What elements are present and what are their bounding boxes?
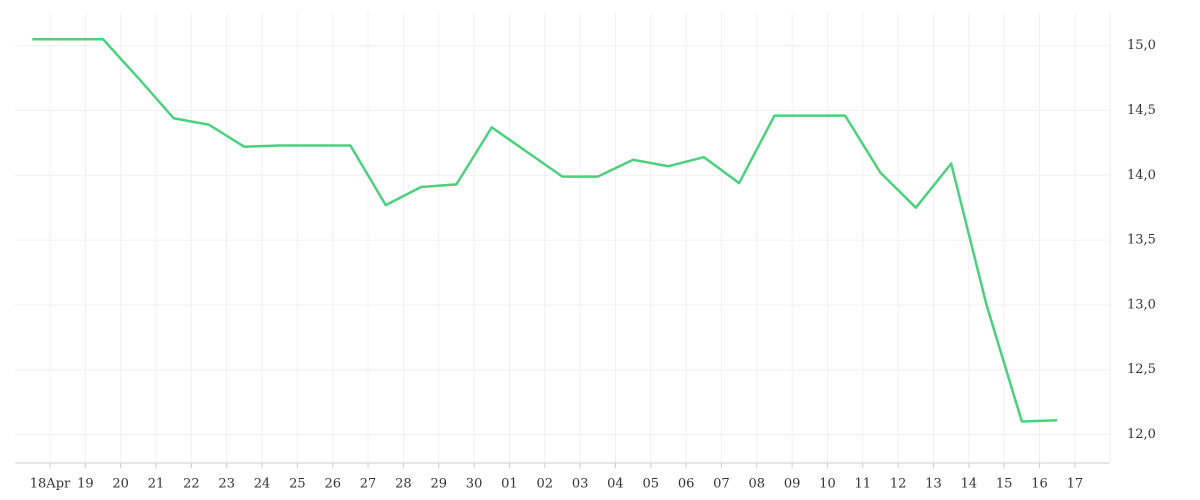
y-tick-label: 13,5 — [1127, 233, 1156, 248]
x-tick-label: 01 — [501, 477, 518, 492]
x-tick-label: 14 — [961, 477, 978, 492]
x-tick-label: 18Apr — [30, 477, 71, 492]
x-tick-label: 13 — [925, 477, 942, 492]
x-tick-label: 30 — [466, 477, 483, 492]
x-tick-label: 21 — [148, 477, 165, 492]
y-tick-label: 13,0 — [1127, 297, 1156, 312]
x-tick-label: 29 — [430, 477, 447, 492]
y-tick-label: 12,5 — [1127, 362, 1156, 377]
x-tick-label: 10 — [819, 477, 836, 492]
x-tick-label: 23 — [218, 477, 235, 492]
x-tick-label: 02 — [536, 477, 553, 492]
y-tick-label: 12,0 — [1127, 427, 1156, 442]
x-tick-label: 11 — [855, 477, 872, 492]
x-tick-label: 17 — [1067, 477, 1084, 492]
x-tick-label: 06 — [678, 477, 695, 492]
y-tick-label: 15,0 — [1127, 38, 1156, 53]
x-tick-label: 25 — [289, 477, 306, 492]
x-tick-label: 27 — [360, 477, 377, 492]
x-tick-label: 26 — [324, 477, 341, 492]
x-tick-label: 08 — [749, 477, 766, 492]
x-tick-label: 15 — [996, 477, 1013, 492]
y-tick-label: 14,5 — [1127, 103, 1156, 118]
x-tick-label: 28 — [395, 477, 412, 492]
x-tick-label: 24 — [254, 477, 271, 492]
x-tick-label: 19 — [77, 477, 94, 492]
x-tick-label: 05 — [643, 477, 660, 492]
x-tick-label: 03 — [572, 477, 589, 492]
x-tick-label: 09 — [784, 477, 801, 492]
x-tick-label: 07 — [713, 477, 730, 492]
x-tick-label: 04 — [607, 477, 624, 492]
x-tick-label: 22 — [183, 477, 200, 492]
x-tick-label: 16 — [1031, 477, 1048, 492]
line — [32, 37, 1058, 423]
y-tick-label: 14,0 — [1127, 168, 1156, 183]
x-tick-label: 20 — [112, 477, 129, 492]
x-tick-label: 12 — [890, 477, 907, 492]
